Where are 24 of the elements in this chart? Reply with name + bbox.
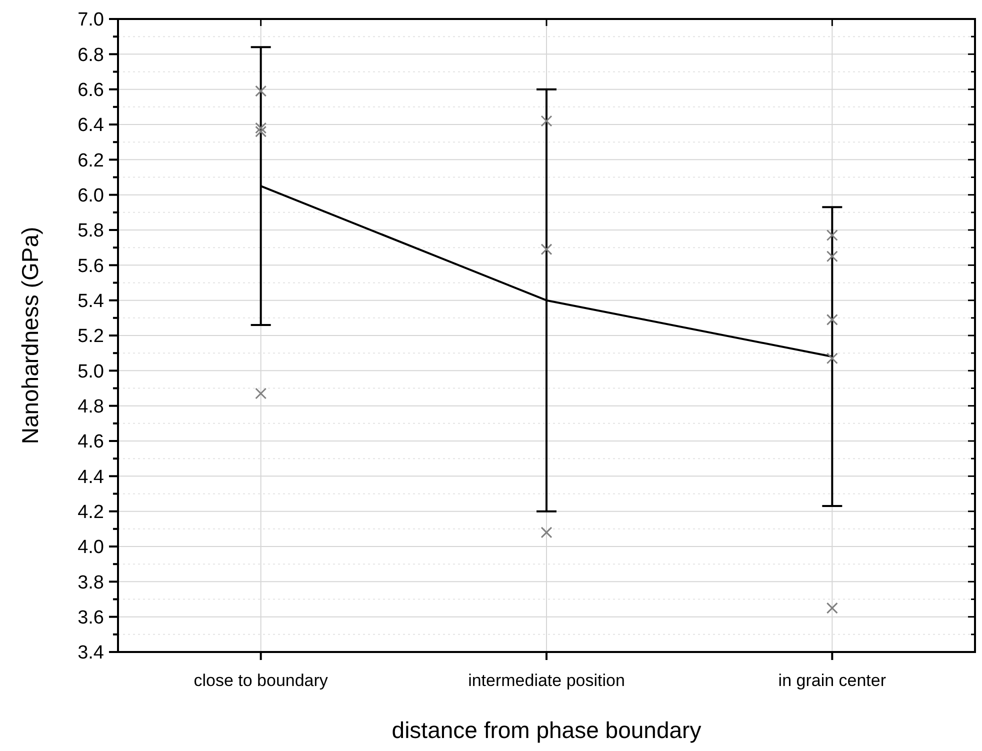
y-tick-label: 4.4 bbox=[78, 466, 104, 488]
y-axis-title: Nanohardness (GPa) bbox=[17, 226, 43, 444]
y-tick-label: 5.4 bbox=[78, 290, 104, 312]
x-tick-label: intermediate position bbox=[468, 671, 625, 690]
y-tick-label: 5.0 bbox=[78, 361, 104, 382]
y-tick-label: 4.2 bbox=[78, 502, 104, 523]
x-axis-title: distance from phase boundary bbox=[392, 717, 702, 743]
y-tick-label: 4.6 bbox=[78, 432, 104, 453]
y-tick-label: 3.8 bbox=[78, 572, 104, 594]
y-tick-label: 6.6 bbox=[78, 80, 104, 101]
y-tick-label: 6.4 bbox=[78, 115, 104, 136]
y-tick-label: 3.4 bbox=[78, 642, 104, 664]
y-tick-label: 7.0 bbox=[78, 10, 104, 31]
y-tick-label: 5.2 bbox=[78, 326, 104, 348]
y-tick-label: 5.6 bbox=[78, 256, 104, 277]
y-tick-label: 6.8 bbox=[78, 44, 104, 66]
y-tick-label: 5.8 bbox=[78, 220, 104, 242]
x-tick-label: close to boundary bbox=[194, 671, 328, 690]
y-tick-label: 6.2 bbox=[78, 150, 104, 172]
x-tick-label: in grain center bbox=[778, 671, 886, 690]
y-tick-label: 6.0 bbox=[78, 185, 104, 206]
y-tick-label: 3.6 bbox=[78, 607, 104, 628]
y-tick-label: 4.8 bbox=[78, 396, 104, 418]
y-tick-label: 4.0 bbox=[78, 537, 104, 558]
